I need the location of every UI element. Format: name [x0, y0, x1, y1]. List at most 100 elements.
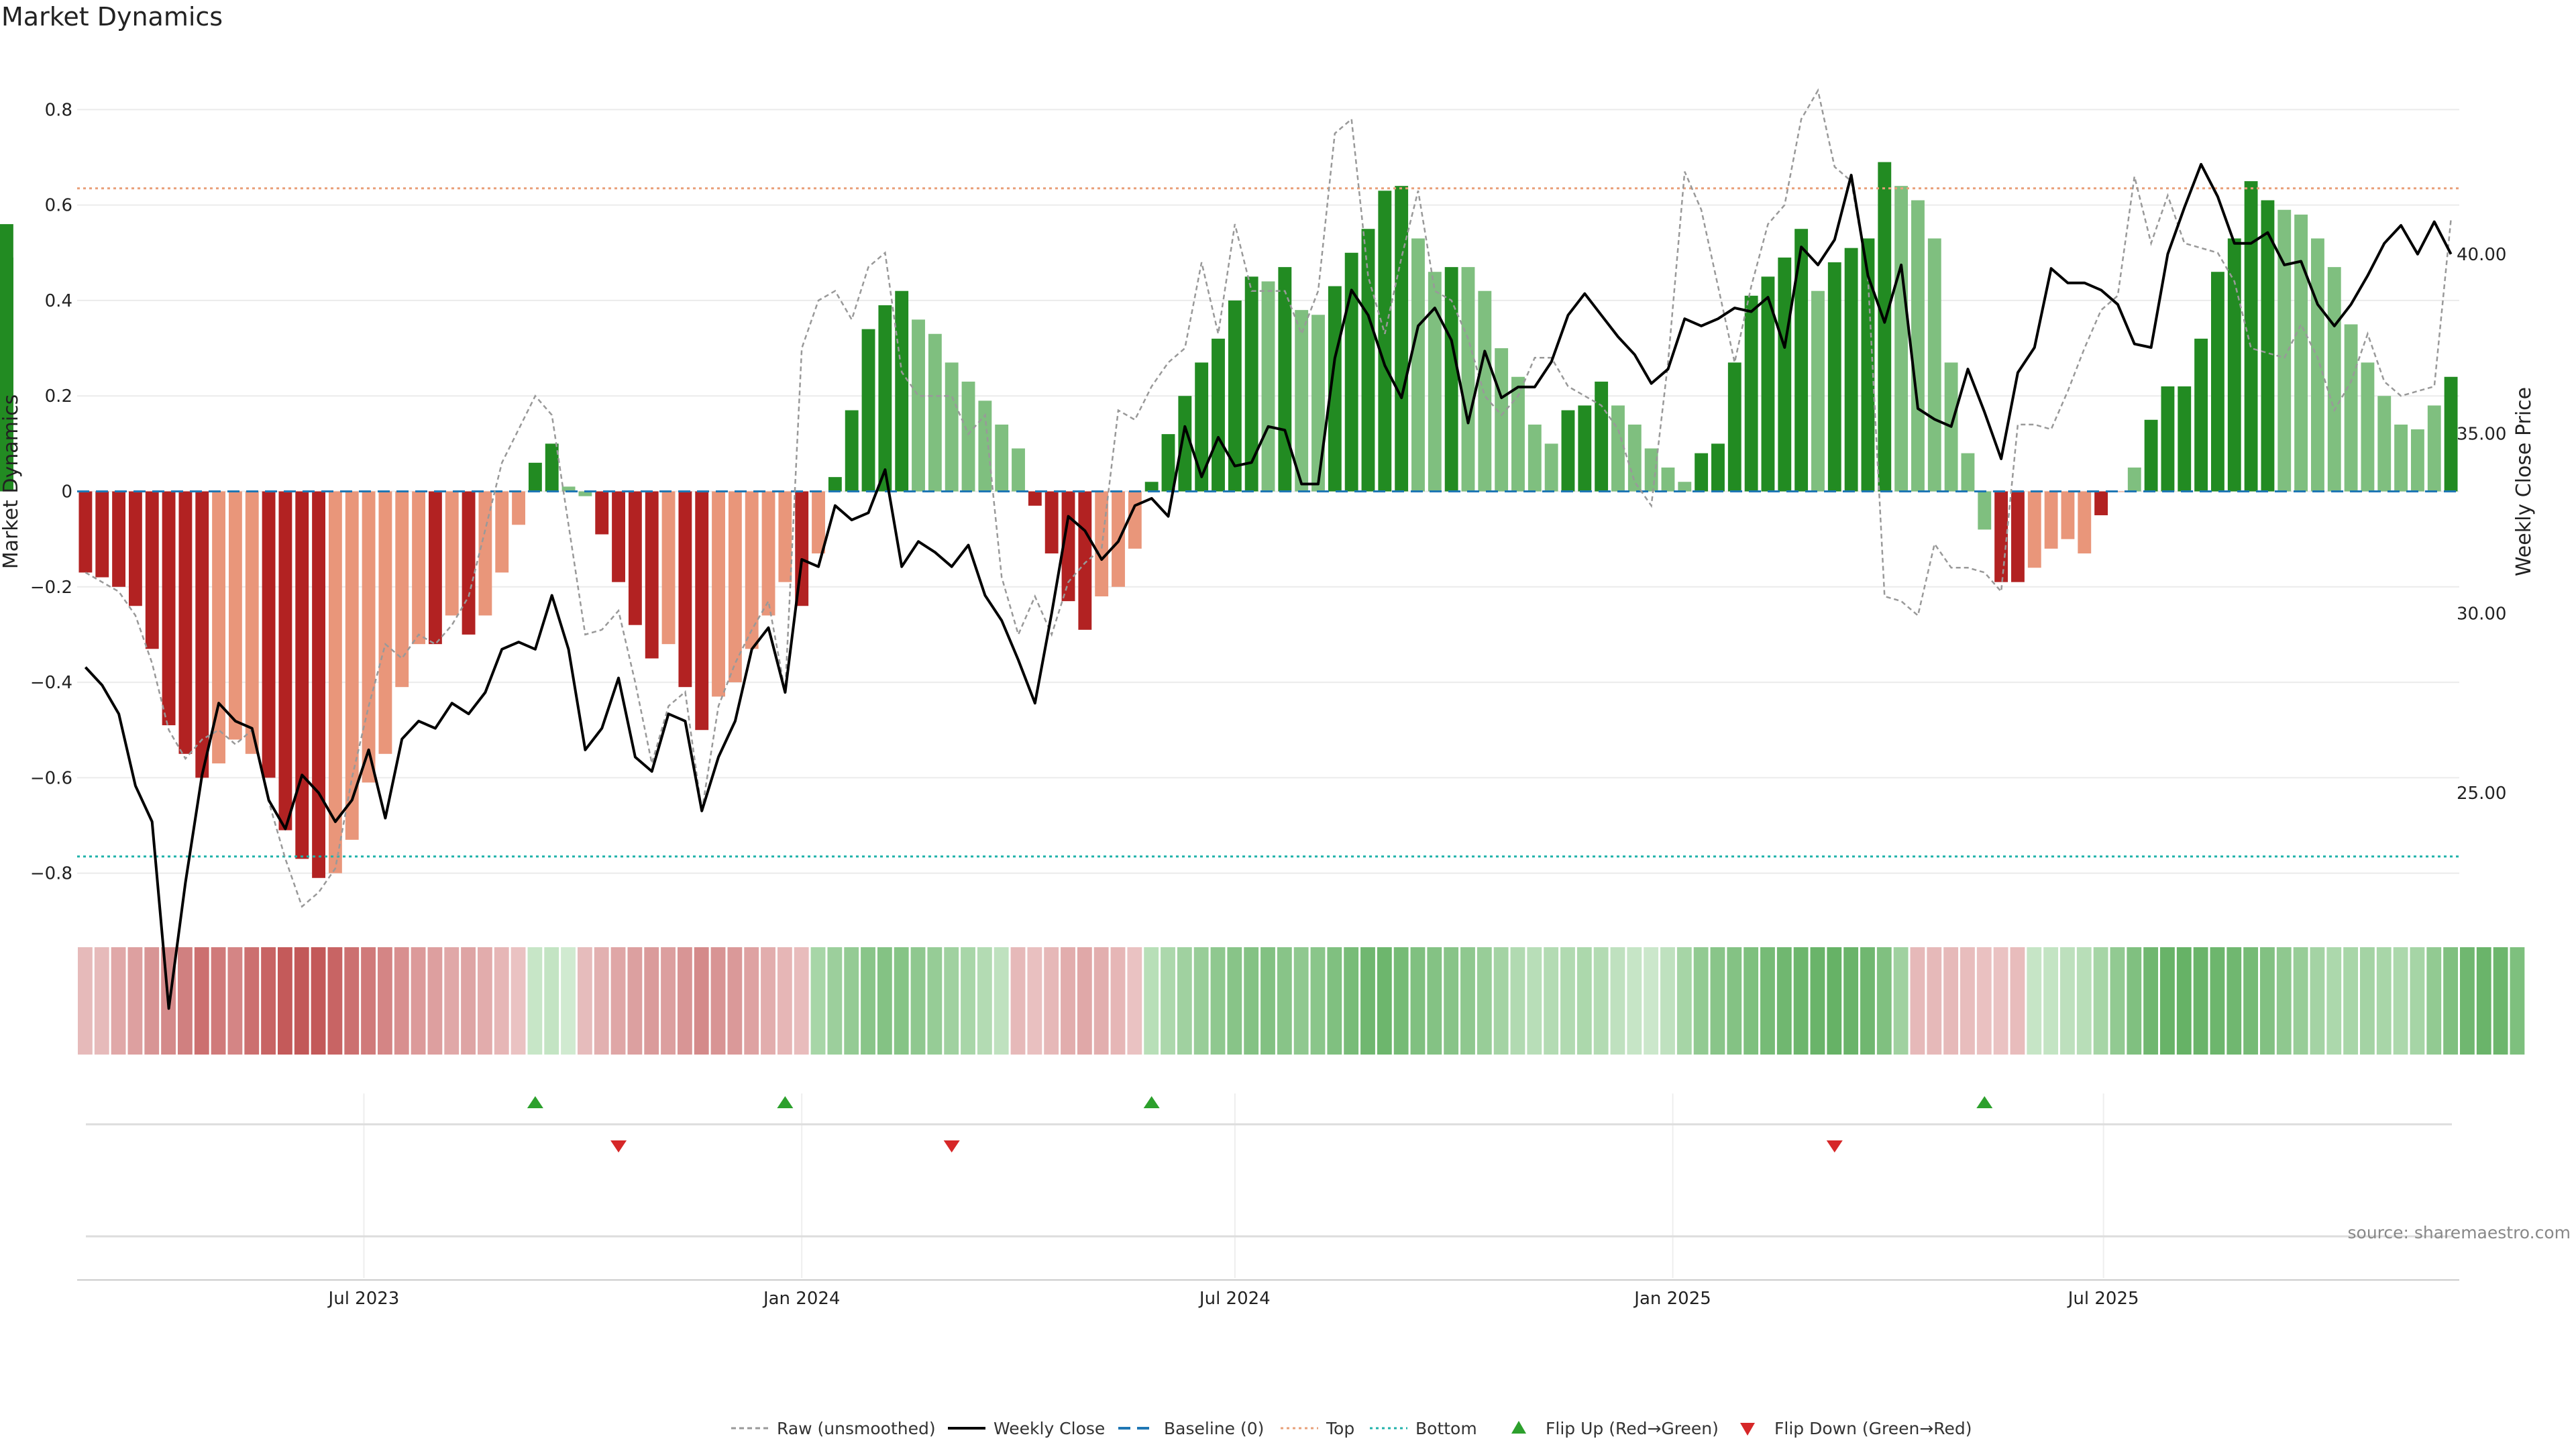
- bar: [162, 491, 176, 726]
- heat-cell: [1576, 947, 1592, 1055]
- heat-cell: [2010, 947, 2025, 1055]
- heat-cell: [1560, 947, 1575, 1055]
- bar: [2294, 214, 2308, 492]
- heat-cell: [861, 947, 875, 1055]
- bar: [1727, 362, 1741, 492]
- heat-cell: [1393, 947, 1409, 1055]
- heat-cell: [494, 947, 509, 1055]
- heat-cell: [1244, 947, 1259, 1055]
- heat-cell: [994, 947, 1009, 1055]
- heat-cell: [327, 947, 343, 1055]
- bar: [628, 491, 642, 625]
- bar: [1128, 491, 1142, 549]
- heat-cell: [1144, 947, 1159, 1055]
- heat-cell: [777, 947, 792, 1055]
- heat-cell: [661, 947, 676, 1055]
- heat-cell: [1527, 947, 1542, 1055]
- bar: [212, 491, 226, 764]
- heat-cell: [944, 947, 959, 1055]
- heat-cell: [311, 947, 326, 1055]
- heat-cell: [1327, 947, 1342, 1055]
- heat-cell: [1893, 947, 1909, 1055]
- heat-cell: [961, 947, 975, 1055]
- heat-cell: [1293, 947, 1309, 1055]
- heat-cell: [1993, 947, 2008, 1055]
- bar: [912, 319, 925, 492]
- bar: [661, 491, 676, 645]
- heat-cell: [2443, 947, 2458, 1055]
- bar: [645, 491, 659, 659]
- heat-cell: [1310, 947, 1326, 1055]
- heat-cell: [227, 947, 243, 1055]
- heat-cell: [727, 947, 743, 1055]
- bar: [1361, 229, 1375, 492]
- bar: [328, 491, 342, 873]
- bar: [1894, 186, 1909, 492]
- heat-cell: [2293, 947, 2308, 1055]
- heat-cell: [677, 947, 692, 1055]
- bar: [95, 491, 109, 578]
- legend-label: Baseline (0): [1164, 1419, 1264, 1438]
- legend-swatch: [1511, 1421, 1526, 1434]
- heat-cell: [544, 947, 559, 1055]
- bar: [545, 443, 559, 492]
- heat-cell: [2093, 947, 2108, 1055]
- bar: [1244, 276, 1258, 492]
- heat-cell: [177, 947, 193, 1055]
- y-tick-label: −0.6: [30, 768, 72, 788]
- bar: [1178, 396, 1192, 492]
- y-tick-label: 0.8: [45, 100, 72, 120]
- flip-up-marker: [1976, 1096, 1993, 1108]
- bar: [1461, 267, 1475, 492]
- heat-cell: [194, 947, 209, 1055]
- level-lines: [77, 187, 2459, 858]
- heat-cell: [2460, 947, 2475, 1055]
- heat-cell: [2276, 947, 2292, 1055]
- bar: [895, 290, 909, 492]
- bar: [245, 491, 259, 754]
- legend-swatch: [1740, 1423, 1755, 1436]
- heat-cell: [1943, 947, 1959, 1055]
- y2-tick-label: 35.00: [2457, 425, 2506, 445]
- heat-cell: [844, 947, 859, 1055]
- heat-cell: [2043, 947, 2059, 1055]
- bar: [1511, 376, 1525, 492]
- legend-label: Top: [1326, 1419, 1354, 1438]
- bar: [1378, 191, 1392, 492]
- heat-cell: [277, 947, 292, 1055]
- bar: [1844, 248, 1858, 492]
- bar: [1444, 267, 1458, 492]
- bar: [428, 491, 442, 645]
- bar: [778, 491, 792, 582]
- bar: [262, 491, 276, 778]
- bar: [2027, 491, 2041, 568]
- heat-cell: [444, 947, 460, 1055]
- bar: [412, 491, 425, 645]
- heat-cell: [2476, 947, 2491, 1055]
- bar: [1827, 262, 1841, 492]
- heat-cell: [1776, 947, 1792, 1055]
- y2-tick-label: 30.00: [2457, 604, 2506, 624]
- heat-cell: [1077, 947, 1092, 1055]
- bar: [2244, 181, 2258, 492]
- heat-cell: [1610, 947, 1625, 1055]
- bar: [1578, 405, 1592, 492]
- heat-cell: [1093, 947, 1109, 1055]
- heat-cell: [1876, 947, 1892, 1055]
- bar: [2127, 467, 2141, 492]
- bar: [1711, 443, 1725, 492]
- heat-cell: [361, 947, 376, 1055]
- heat-cell: [1693, 947, 1709, 1055]
- heat-cell: [1427, 947, 1442, 1055]
- heat-cell: [1277, 947, 1292, 1055]
- raw-series-line: [85, 88, 2452, 908]
- legend-item-raw: Raw (unsmoothed): [731, 1419, 936, 1438]
- heat-cell: [2360, 947, 2375, 1055]
- heat-cell: [2343, 947, 2359, 1055]
- bar: [1794, 229, 1809, 492]
- heat-cell: [561, 947, 576, 1055]
- bar: [1478, 290, 1492, 492]
- heat-cell: [1127, 947, 1142, 1055]
- heat-cell: [294, 947, 309, 1055]
- bar: [1228, 300, 1242, 492]
